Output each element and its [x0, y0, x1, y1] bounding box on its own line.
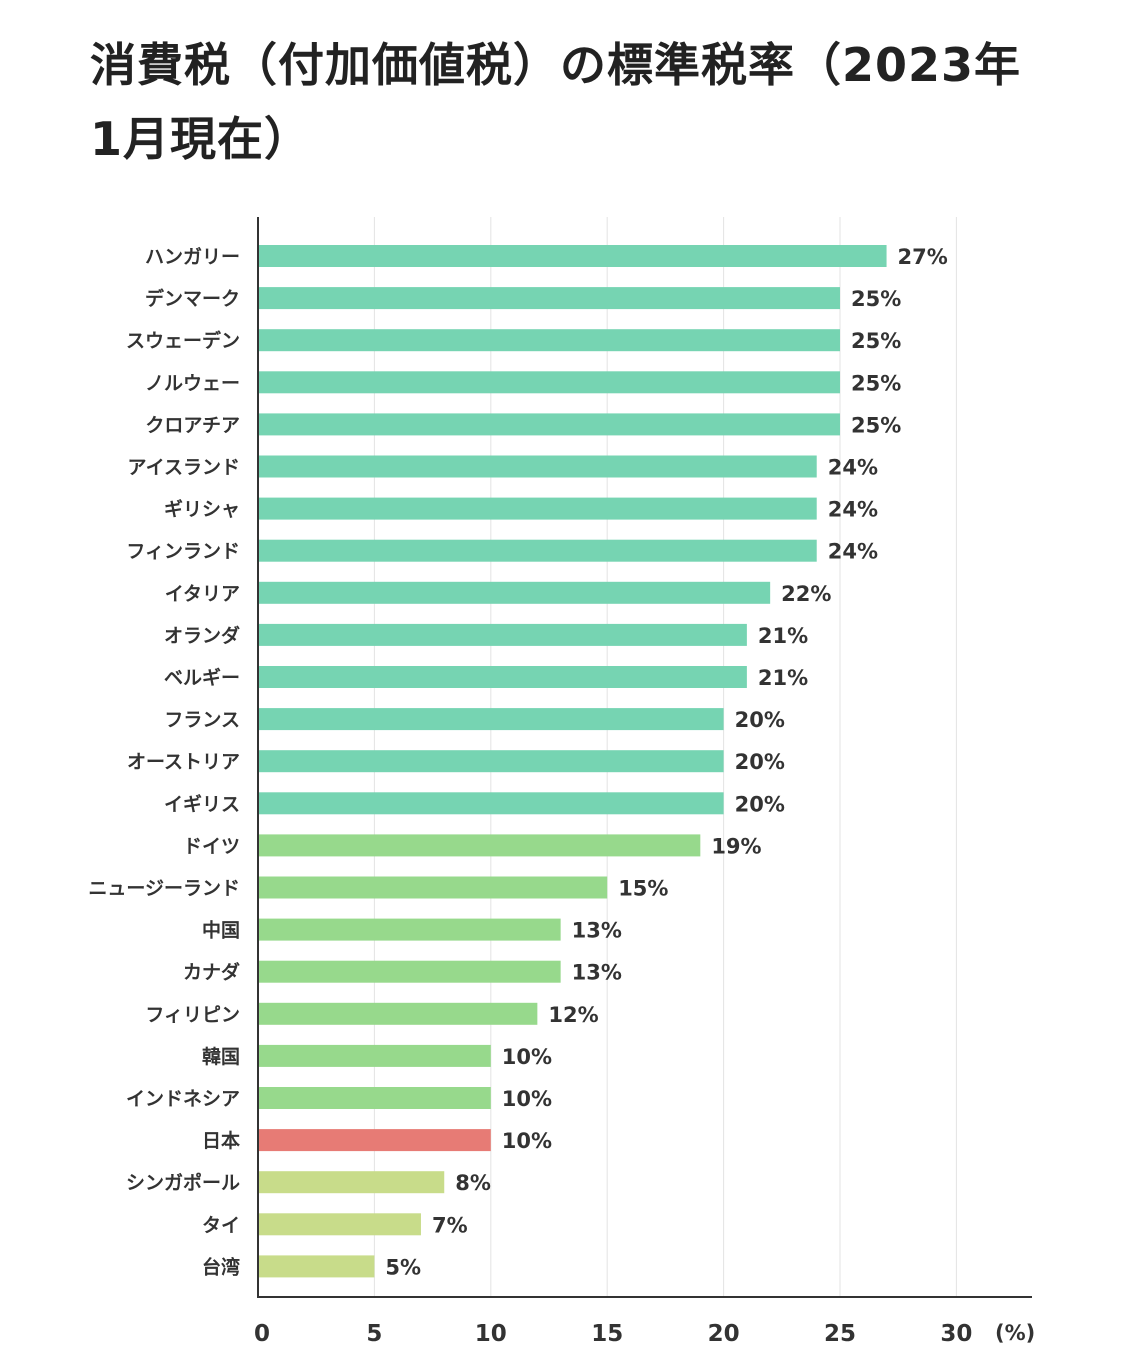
- x-tick-label: 5: [366, 1321, 382, 1347]
- value-label: 25%: [851, 371, 901, 395]
- bar: [258, 623, 747, 646]
- bar: [258, 581, 771, 604]
- category-label: イタリア: [165, 583, 240, 605]
- category-label: オーストリア: [127, 751, 240, 773]
- chart-title: 消費税（付加価値税）の標準税率（2023年1月現在）: [90, 38, 1022, 166]
- x-tick-label: 30: [940, 1321, 972, 1347]
- category-label: デンマーク: [145, 287, 240, 310]
- bar: [258, 918, 561, 941]
- bar: [258, 455, 817, 478]
- bar: [258, 1002, 538, 1025]
- value-label: 13%: [572, 919, 622, 943]
- bar: [258, 708, 724, 731]
- category-label: 日本: [202, 1129, 240, 1152]
- axes: [257, 217, 1032, 1298]
- bar: [258, 287, 840, 310]
- category-label: クロアチア: [145, 414, 240, 436]
- bar: [258, 876, 608, 899]
- value-label: 8%: [455, 1171, 491, 1195]
- x-unit-label: (%): [995, 1321, 1035, 1345]
- category-label: カナダ: [183, 961, 240, 984]
- value-label: 10%: [502, 1045, 552, 1069]
- category-label: フィリピン: [145, 1004, 240, 1026]
- bar: [258, 1129, 491, 1152]
- category-label: ギリシャ: [164, 499, 240, 521]
- x-tick-label: 25: [824, 1321, 856, 1347]
- category-label: ニュージーランド: [88, 878, 240, 900]
- value-label: 12%: [548, 1003, 598, 1027]
- bar: [258, 1213, 421, 1236]
- value-label: 10%: [502, 1129, 552, 1153]
- labels: ハンガリー 27% デンマーク 25% スウェーデン 25% ノルウェー 25% クロアチア 25…: [88, 245, 1035, 1347]
- value-label: 20%: [735, 792, 785, 816]
- category-label: ベルギー: [164, 667, 240, 689]
- bar: [258, 1044, 491, 1067]
- category-label: アイスランド: [128, 457, 240, 479]
- x-tick-label: 0: [254, 1321, 270, 1347]
- category-label: ドイツ: [183, 835, 240, 857]
- value-label: 25%: [851, 329, 901, 353]
- bar: [258, 245, 887, 267]
- bar: [258, 834, 701, 857]
- value-label: 15%: [618, 877, 668, 901]
- value-label: 24%: [828, 498, 878, 522]
- bar: [258, 666, 747, 688]
- bar: [258, 497, 817, 520]
- value-label: 21%: [758, 666, 808, 690]
- bar-chart: ハンガリー 27% デンマーク 25% スウェーデン 25% ノルウェー 25% クロアチア 25…: [0, 200, 1125, 1362]
- chart-svg: ハンガリー 27% デンマーク 25% スウェーデン 25% ノルウェー 25% クロアチア 25…: [88, 217, 1035, 1347]
- category-label: インドネシア: [126, 1088, 240, 1110]
- category-label: シンガポール: [126, 1171, 240, 1194]
- category-label: ハンガリー: [145, 246, 240, 268]
- category-label: 韓国: [202, 1045, 240, 1068]
- bar: [258, 371, 840, 394]
- value-label: 13%: [572, 961, 622, 985]
- category-label: 台湾: [202, 1255, 240, 1278]
- bar: [258, 413, 840, 436]
- bar: [258, 1087, 491, 1109]
- value-label: 7%: [432, 1213, 468, 1237]
- bars: [258, 245, 887, 1278]
- category-label: イギリス: [164, 793, 240, 815]
- x-tick-label: 15: [591, 1321, 623, 1347]
- category-label: タイ: [202, 1214, 240, 1236]
- value-label: 22%: [781, 582, 831, 606]
- category-label: ノルウェー: [145, 372, 240, 394]
- value-label: 19%: [711, 834, 761, 858]
- bar: [258, 1255, 375, 1278]
- value-label: 20%: [735, 750, 785, 774]
- value-label: 5%: [385, 1255, 421, 1279]
- bar: [258, 1171, 445, 1194]
- category-label: フィンランド: [126, 541, 240, 563]
- category-label: オランダ: [164, 624, 240, 647]
- category-label: 中国: [202, 919, 240, 942]
- bar: [258, 792, 724, 815]
- value-label: 24%: [828, 540, 878, 564]
- category-label: フランス: [164, 709, 240, 731]
- value-label: 25%: [851, 287, 901, 311]
- bar: [258, 960, 561, 983]
- value-label: 24%: [828, 456, 878, 480]
- value-label: 21%: [758, 624, 808, 648]
- x-tick-label: 10: [475, 1321, 507, 1347]
- value-label: 10%: [502, 1087, 552, 1111]
- value-label: 27%: [898, 245, 948, 269]
- bar: [258, 539, 817, 562]
- value-label: 25%: [851, 413, 901, 437]
- bar: [258, 329, 840, 352]
- value-label: 20%: [735, 708, 785, 732]
- bar: [258, 750, 724, 773]
- x-tick-label: 20: [708, 1321, 740, 1347]
- category-label: スウェーデン: [126, 329, 240, 352]
